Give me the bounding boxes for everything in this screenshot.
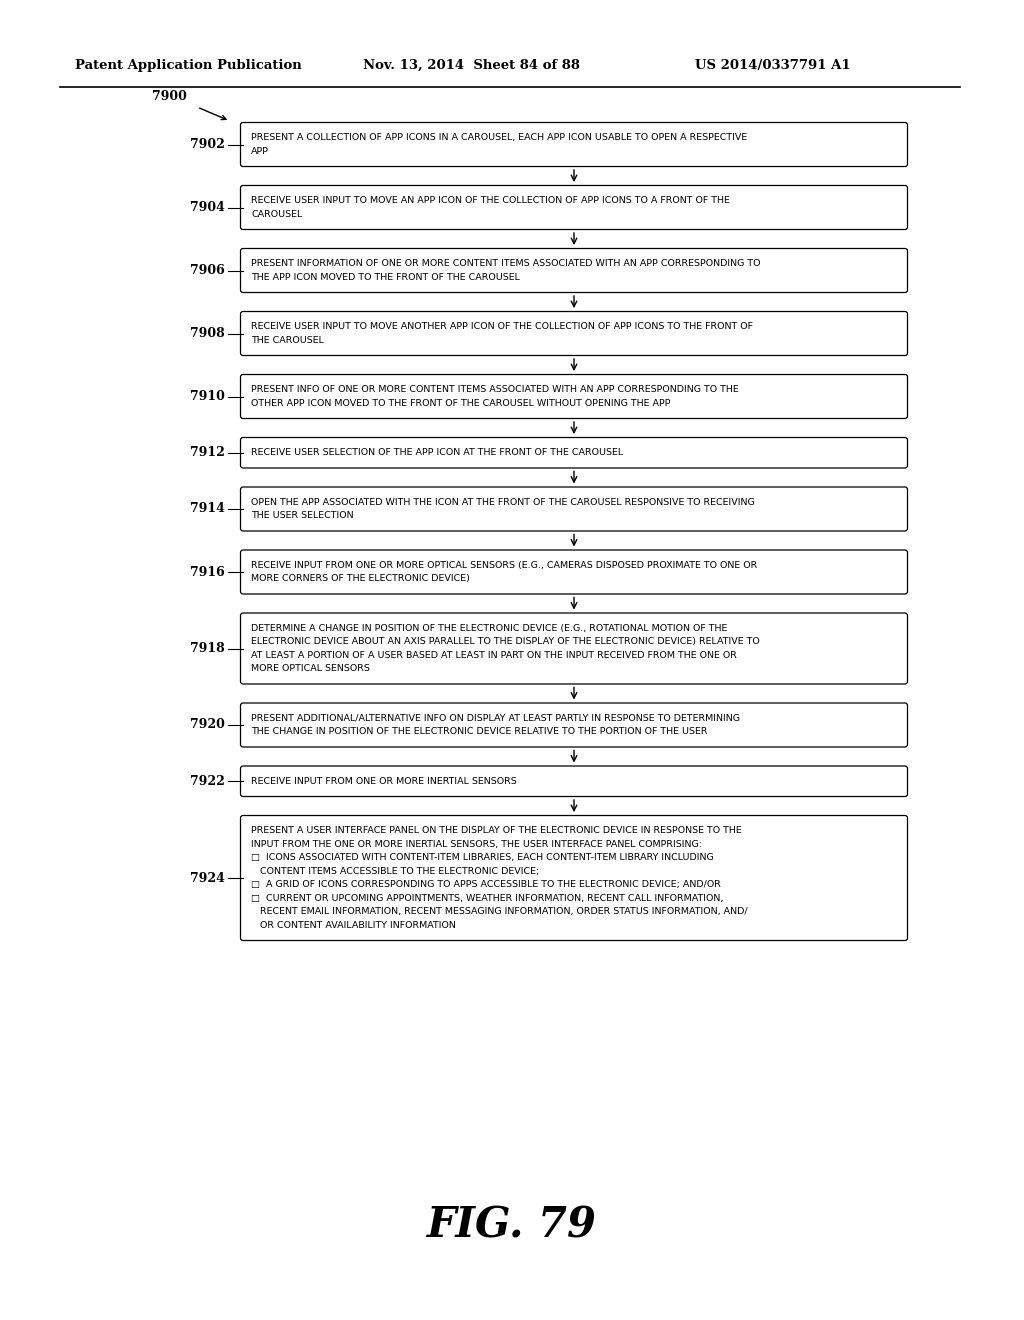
Text: PRESENT INFO OF ONE OR MORE CONTENT ITEMS ASSOCIATED WITH AN APP CORRESPONDING T: PRESENT INFO OF ONE OR MORE CONTENT ITEM…: [251, 385, 738, 395]
Text: PRESENT A USER INTERFACE PANEL ON THE DISPLAY OF THE ELECTRONIC DEVICE IN RESPON: PRESENT A USER INTERFACE PANEL ON THE DI…: [251, 826, 741, 836]
FancyBboxPatch shape: [241, 550, 907, 594]
FancyBboxPatch shape: [241, 766, 907, 796]
Text: CONTENT ITEMS ACCESSIBLE TO THE ELECTRONIC DEVICE;: CONTENT ITEMS ACCESSIBLE TO THE ELECTRON…: [251, 867, 540, 875]
FancyBboxPatch shape: [241, 612, 907, 684]
Text: FIG. 79: FIG. 79: [427, 1204, 597, 1246]
FancyBboxPatch shape: [241, 704, 907, 747]
Text: APP: APP: [251, 147, 269, 156]
Text: □  A GRID OF ICONS CORRESPONDING TO APPS ACCESSIBLE TO THE ELECTRONIC DEVICE; AN: □ A GRID OF ICONS CORRESPONDING TO APPS …: [251, 880, 721, 890]
Text: 7900: 7900: [153, 91, 187, 103]
FancyBboxPatch shape: [241, 123, 907, 166]
Text: US 2014/0337791 A1: US 2014/0337791 A1: [695, 58, 851, 71]
Text: 7902: 7902: [190, 139, 225, 150]
Text: PRESENT ADDITIONAL/ALTERNATIVE INFO ON DISPLAY AT LEAST PARTLY IN RESPONSE TO DE: PRESENT ADDITIONAL/ALTERNATIVE INFO ON D…: [251, 714, 740, 723]
Text: ELECTRONIC DEVICE ABOUT AN AXIS PARALLEL TO THE DISPLAY OF THE ELECTRONIC DEVICE: ELECTRONIC DEVICE ABOUT AN AXIS PARALLEL…: [251, 638, 760, 647]
Text: □  CURRENT OR UPCOMING APPOINTMENTS, WEATHER INFORMATION, RECENT CALL INFORMATIO: □ CURRENT OR UPCOMING APPOINTMENTS, WEAT…: [251, 894, 723, 903]
Text: CAROUSEL: CAROUSEL: [251, 210, 302, 219]
Text: 7906: 7906: [190, 264, 225, 277]
Text: THE CAROUSEL: THE CAROUSEL: [251, 335, 324, 345]
Text: Patent Application Publication: Patent Application Publication: [75, 58, 302, 71]
Text: PRESENT INFORMATION OF ONE OR MORE CONTENT ITEMS ASSOCIATED WITH AN APP CORRESPO: PRESENT INFORMATION OF ONE OR MORE CONTE…: [251, 259, 761, 268]
Text: RECENT EMAIL INFORMATION, RECENT MESSAGING INFORMATION, ORDER STATUS INFORMATION: RECENT EMAIL INFORMATION, RECENT MESSAGI…: [251, 907, 748, 916]
FancyBboxPatch shape: [241, 487, 907, 531]
Text: OR CONTENT AVAILABILITY INFORMATION: OR CONTENT AVAILABILITY INFORMATION: [251, 921, 456, 929]
Text: RECEIVE INPUT FROM ONE OR MORE INERTIAL SENSORS: RECEIVE INPUT FROM ONE OR MORE INERTIAL …: [251, 776, 517, 785]
Text: 7916: 7916: [190, 565, 225, 578]
Text: RECEIVE INPUT FROM ONE OR MORE OPTICAL SENSORS (E.G., CAMERAS DISPOSED PROXIMATE: RECEIVE INPUT FROM ONE OR MORE OPTICAL S…: [251, 561, 758, 570]
FancyBboxPatch shape: [241, 186, 907, 230]
FancyBboxPatch shape: [241, 375, 907, 418]
Text: 7904: 7904: [190, 201, 225, 214]
Text: THE APP ICON MOVED TO THE FRONT OF THE CAROUSEL: THE APP ICON MOVED TO THE FRONT OF THE C…: [251, 273, 520, 281]
Text: MORE OPTICAL SENSORS: MORE OPTICAL SENSORS: [251, 664, 370, 673]
Text: OPEN THE APP ASSOCIATED WITH THE ICON AT THE FRONT OF THE CAROUSEL RESPONSIVE TO: OPEN THE APP ASSOCIATED WITH THE ICON AT…: [251, 498, 755, 507]
Text: Nov. 13, 2014  Sheet 84 of 88: Nov. 13, 2014 Sheet 84 of 88: [362, 58, 580, 71]
Text: 7924: 7924: [190, 871, 225, 884]
Text: 7920: 7920: [190, 718, 225, 731]
FancyBboxPatch shape: [241, 437, 907, 469]
Text: 7908: 7908: [190, 327, 225, 341]
Text: RECEIVE USER INPUT TO MOVE AN APP ICON OF THE COLLECTION OF APP ICONS TO A FRONT: RECEIVE USER INPUT TO MOVE AN APP ICON O…: [251, 197, 730, 205]
FancyBboxPatch shape: [241, 248, 907, 293]
Text: OTHER APP ICON MOVED TO THE FRONT OF THE CAROUSEL WITHOUT OPENING THE APP: OTHER APP ICON MOVED TO THE FRONT OF THE…: [251, 399, 671, 408]
Text: RECEIVE USER SELECTION OF THE APP ICON AT THE FRONT OF THE CAROUSEL: RECEIVE USER SELECTION OF THE APP ICON A…: [251, 449, 624, 457]
Text: MORE CORNERS OF THE ELECTRONIC DEVICE): MORE CORNERS OF THE ELECTRONIC DEVICE): [251, 574, 470, 583]
Text: 7914: 7914: [190, 503, 225, 516]
Text: 7918: 7918: [190, 642, 225, 655]
Text: □  ICONS ASSOCIATED WITH CONTENT-ITEM LIBRARIES, EACH CONTENT-ITEM LIBRARY INCLU: □ ICONS ASSOCIATED WITH CONTENT-ITEM LIB…: [251, 853, 714, 862]
Text: 7910: 7910: [190, 389, 225, 403]
Text: RECEIVE USER INPUT TO MOVE ANOTHER APP ICON OF THE COLLECTION OF APP ICONS TO TH: RECEIVE USER INPUT TO MOVE ANOTHER APP I…: [251, 322, 753, 331]
Text: AT LEAST A PORTION OF A USER BASED AT LEAST IN PART ON THE INPUT RECEIVED FROM T: AT LEAST A PORTION OF A USER BASED AT LE…: [251, 651, 737, 660]
Text: THE CHANGE IN POSITION OF THE ELECTRONIC DEVICE RELATIVE TO THE PORTION OF THE U: THE CHANGE IN POSITION OF THE ELECTRONIC…: [251, 727, 708, 737]
FancyBboxPatch shape: [241, 312, 907, 355]
Text: DETERMINE A CHANGE IN POSITION OF THE ELECTRONIC DEVICE (E.G., ROTATIONAL MOTION: DETERMINE A CHANGE IN POSITION OF THE EL…: [251, 624, 727, 632]
Text: 7922: 7922: [190, 775, 225, 788]
Text: THE USER SELECTION: THE USER SELECTION: [251, 511, 353, 520]
Text: 7912: 7912: [190, 446, 225, 459]
Text: PRESENT A COLLECTION OF APP ICONS IN A CAROUSEL, EACH APP ICON USABLE TO OPEN A : PRESENT A COLLECTION OF APP ICONS IN A C…: [251, 133, 748, 143]
Text: INPUT FROM THE ONE OR MORE INERTIAL SENSORS, THE USER INTERFACE PANEL COMPRISING: INPUT FROM THE ONE OR MORE INERTIAL SENS…: [251, 840, 702, 849]
FancyBboxPatch shape: [241, 816, 907, 940]
